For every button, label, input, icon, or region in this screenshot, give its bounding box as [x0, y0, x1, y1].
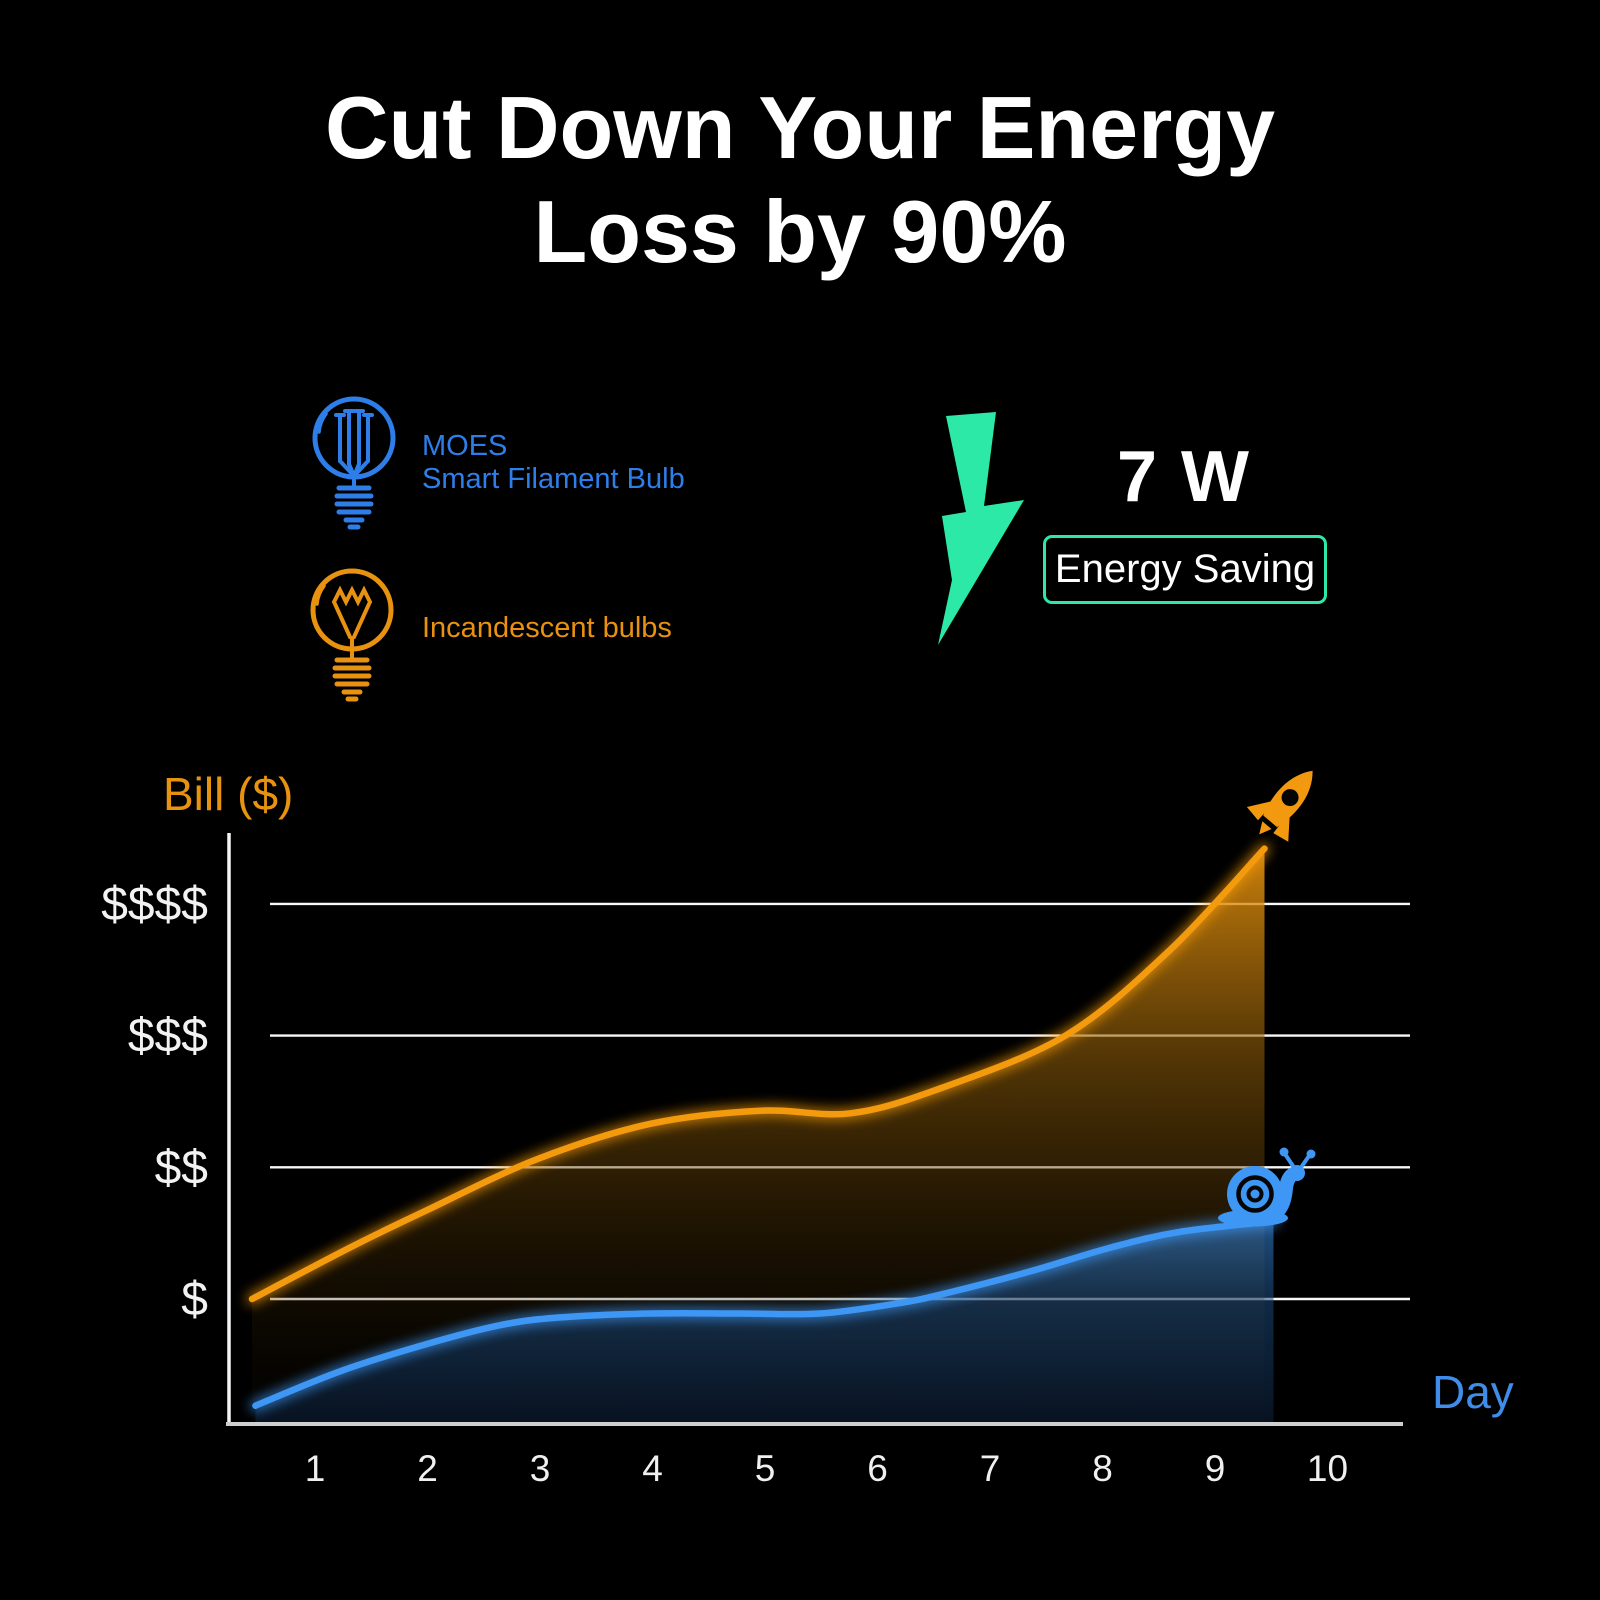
x-tick-label: 3: [530, 1448, 551, 1489]
energy-saving-badge: Energy Saving: [1043, 535, 1327, 604]
incandescent-bulb-icon: [310, 568, 394, 702]
y-tick-label: $$$$: [101, 878, 208, 931]
y-tick-label: $$$: [128, 1010, 208, 1063]
legend-smart-brand: MOES: [422, 430, 508, 462]
smart-bulb-curve: [252, 1218, 1277, 1409]
x-tick-label: 2: [417, 1448, 438, 1489]
legend-smart-bulb: MOES Smart Filament Bulb: [422, 430, 685, 496]
page-title: Cut Down Your Energy Loss by 90%: [0, 76, 1600, 284]
x-tick-label: 9: [1205, 1448, 1226, 1489]
legend-incandescent: Incandescent bulbs: [422, 612, 672, 645]
y-axis-title: Bill ($): [163, 768, 293, 820]
page-title-line2: Loss by 90%: [533, 182, 1067, 281]
smart-bulb-area: [255, 1221, 1274, 1422]
y-tick-label: $$: [155, 1141, 208, 1194]
snail-icon: [1218, 1147, 1316, 1227]
y-axis-labels: $$$$$$$$$$: [101, 878, 208, 1326]
x-axis-title: Day: [1432, 1366, 1514, 1418]
incandescent-curve: [248, 845, 1268, 1303]
legend-incandescent-label: Incandescent bulbs: [422, 612, 672, 644]
y-tick-label: $: [181, 1273, 208, 1326]
page-title-line1: Cut Down Your Energy: [324, 78, 1276, 177]
rocket-icon: [1246, 770, 1313, 842]
wattage-value: 7 W: [1116, 437, 1251, 517]
x-tick-label: 10: [1307, 1448, 1348, 1489]
filament-bulb-icon: [312, 396, 396, 530]
x-axis-labels: 1 2 3 4 5 6 7 8 9 10: [305, 1448, 1348, 1489]
legend-smart-product: Smart Filament Bulb: [422, 463, 685, 495]
x-tick-label: 7: [980, 1448, 1001, 1489]
x-tick-label: 6: [867, 1448, 888, 1489]
x-tick-label: 1: [305, 1448, 326, 1489]
x-tick-label: 4: [642, 1448, 663, 1489]
x-tick-label: 5: [755, 1448, 776, 1489]
lightning-bolt-icon: [938, 412, 1024, 645]
x-tick-label: 8: [1092, 1448, 1113, 1489]
